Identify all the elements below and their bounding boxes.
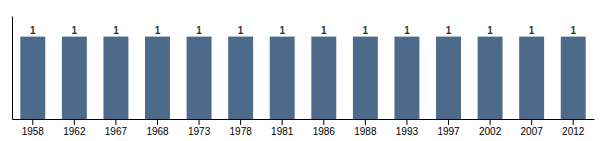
data-label: 1 <box>321 25 327 36</box>
data-label: 1 <box>363 25 369 36</box>
x-tick: 1981 <box>271 119 294 137</box>
data-label: 1 <box>487 25 493 36</box>
x-tick-mark <box>282 119 283 125</box>
bars <box>20 37 585 119</box>
bar <box>478 37 503 119</box>
data-label: 1 <box>529 25 535 36</box>
bar <box>103 37 128 119</box>
x-tick-mark <box>490 119 491 125</box>
data-label: 1 <box>404 25 410 36</box>
x-tick-label: 2002 <box>479 126 502 137</box>
x-tick-mark <box>74 119 75 125</box>
chart: 1958 1962 1967 1968 1973 1978 1981 1986 1988 1993… <box>0 0 604 141</box>
bar <box>353 37 378 119</box>
x-tick: 1988 <box>354 119 377 137</box>
x-tick-label: 1968 <box>146 126 169 137</box>
x-tick: 1978 <box>230 119 253 137</box>
x-tick-mark <box>573 119 574 125</box>
x-tick: 2007 <box>521 119 544 137</box>
bar <box>270 37 295 119</box>
x-tick: 1986 <box>313 119 336 137</box>
bar <box>436 37 461 119</box>
x-tick: 1967 <box>105 119 128 137</box>
bar <box>311 37 336 119</box>
x-tick-mark <box>406 119 407 125</box>
x-tick-mark <box>240 119 241 125</box>
x-tick-mark <box>365 119 366 125</box>
x-tick-mark <box>323 119 324 125</box>
x-tick-label: 1981 <box>271 126 294 137</box>
x-tick-mark <box>531 119 532 125</box>
bar <box>561 37 586 119</box>
x-axis: 1958 1962 1967 1968 1973 1978 1981 1986 1988 1993… <box>13 119 595 137</box>
x-tick-label: 2007 <box>521 126 544 137</box>
plot: 1958 1962 1967 1968 1973 1978 1981 1986 1988 1993… <box>13 17 595 138</box>
x-tick: 1993 <box>396 119 419 137</box>
x-tick-mark <box>157 119 158 125</box>
x-tick: 2002 <box>479 119 502 137</box>
x-tick: 1973 <box>188 119 211 137</box>
bar <box>228 37 253 119</box>
x-tick-mark <box>199 119 200 125</box>
y-axis <box>12 17 13 120</box>
x-tick-label: 2012 <box>562 126 585 137</box>
x-tick-label: 1973 <box>188 126 211 137</box>
bar <box>20 37 45 119</box>
bar <box>145 37 170 119</box>
data-label: 1 <box>113 25 119 36</box>
data-labels: 1 1 1 1 1 1 1 1 1 1 1 1 1 1 <box>30 25 576 36</box>
x-tick: 2012 <box>562 119 585 137</box>
x-tick: 1962 <box>63 119 86 137</box>
x-tick-label: 1967 <box>105 126 128 137</box>
x-tick: 1958 <box>22 119 45 137</box>
bar <box>394 37 419 119</box>
x-tick-label: 1978 <box>230 126 253 137</box>
bar <box>519 37 544 119</box>
data-label: 1 <box>279 25 285 36</box>
x-tick-mark <box>32 119 33 125</box>
x-tick-label: 1997 <box>437 126 460 137</box>
data-label: 1 <box>570 25 576 36</box>
x-tick: 1968 <box>146 119 169 137</box>
bar <box>187 37 212 119</box>
data-label: 1 <box>238 25 244 36</box>
data-label: 1 <box>196 25 202 36</box>
data-label: 1 <box>30 25 36 36</box>
x-axis-line <box>13 119 595 120</box>
data-label: 1 <box>155 25 161 36</box>
x-tick-label: 1993 <box>396 126 419 137</box>
data-label: 1 <box>72 25 78 36</box>
x-tick-mark <box>115 119 116 125</box>
x-tick-label: 1962 <box>63 126 86 137</box>
data-label: 1 <box>446 25 452 36</box>
x-tick-label: 1988 <box>354 126 377 137</box>
y-axis-line <box>12 17 13 120</box>
x-tick-label: 1958 <box>22 126 45 137</box>
x-tick-mark <box>448 119 449 125</box>
bar <box>62 37 87 119</box>
x-tick-label: 1986 <box>313 126 336 137</box>
x-tick: 1997 <box>437 119 460 137</box>
